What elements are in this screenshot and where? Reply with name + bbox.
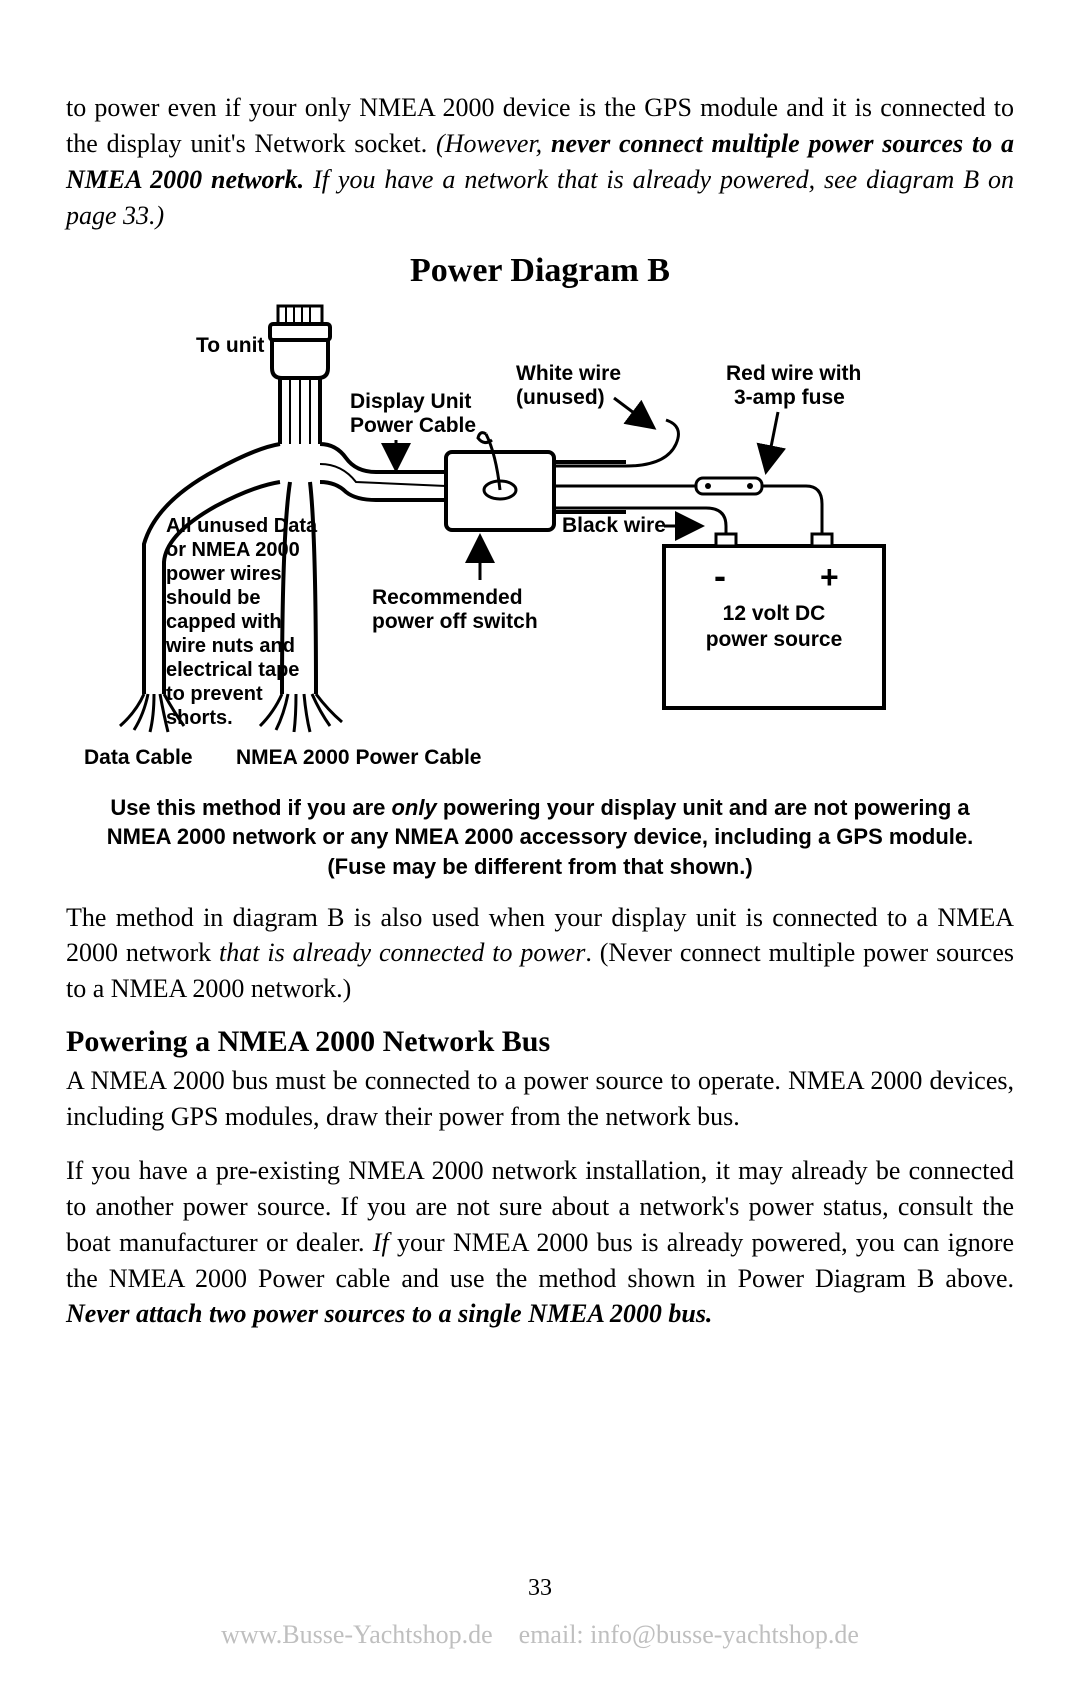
white-wire-label-1: White wire: [516, 362, 621, 385]
caption-1: Use this method if you are: [110, 795, 391, 820]
footer-site: www.Busse-Yachtshop.de: [221, 1620, 493, 1649]
intro-paragraph: to power even if your only NMEA 2000 dev…: [66, 90, 1014, 234]
diagram-svg: - + 12 volt DC power source To unit Disp…: [66, 294, 1014, 774]
intro-text-2: (However,: [436, 129, 551, 158]
power-diagram-b: - + 12 volt DC power source To unit Disp…: [66, 294, 1014, 779]
p4-2: If: [373, 1228, 389, 1257]
unused-note-8: to prevent: [166, 683, 263, 705]
to-unit-label: To unit: [196, 334, 264, 357]
unused-note-5: capped with: [166, 611, 282, 633]
display-cable-label-2: Power Cable: [350, 414, 476, 437]
unused-note-1: All unused Data: [166, 515, 318, 537]
minus-label: -: [714, 555, 726, 596]
red-wire-label-1: Red wire with: [726, 362, 861, 385]
nmea-power-cable-label: NMEA 2000 Power Cable: [236, 746, 481, 769]
recommended-label-2: power off switch: [372, 610, 538, 633]
paragraph-preexisting: If you have a pre-existing NMEA 2000 net…: [66, 1153, 1014, 1332]
p4-4: Never attach two power sources to a sing…: [66, 1299, 712, 1328]
diagram-title: Power Diagram B: [66, 252, 1014, 290]
arrow-white-wire: [614, 398, 654, 428]
diagram-caption: Use this method if you are only powering…: [76, 793, 1004, 882]
page-number: 33: [0, 1575, 1080, 1602]
connector-plug-icon: [270, 306, 330, 378]
paragraph-method-b: The method in diagram B is also used whe…: [66, 900, 1014, 1008]
unused-note-4: should be: [166, 587, 260, 609]
footer: www.Busse-Yachtshop.de email: info@busse…: [0, 1620, 1080, 1650]
unused-note-2: or NMEA 2000: [166, 539, 300, 561]
p2-2: that is already connected to power: [219, 938, 585, 967]
main-cable: [280, 378, 320, 444]
section-heading: Powering a NMEA 2000 Network Bus: [66, 1025, 1014, 1059]
red-wire-label-2: 3-amp fuse: [734, 386, 845, 409]
data-cable-label: Data Cable: [84, 746, 193, 769]
white-wire-label-2: (unused): [516, 386, 605, 409]
plus-label: +: [820, 559, 839, 595]
black-wire-label: Black wire: [562, 514, 666, 537]
footer-email-label: email:: [519, 1620, 590, 1649]
unused-note-3: power wires: [166, 563, 282, 585]
psu-label-2: power source: [706, 628, 843, 651]
cable-to-switch: [320, 444, 446, 500]
display-cable-label-1: Display Unit: [350, 390, 471, 413]
footer-email: info@busse-yachtshop.de: [590, 1620, 859, 1649]
paragraph-bus-power: A NMEA 2000 bus must be connected to a p…: [66, 1063, 1014, 1135]
recommended-label-1: Recommended: [372, 586, 523, 609]
unused-note-7: electrical tape: [166, 659, 299, 681]
arrow-red-wire: [766, 412, 778, 472]
unused-note-6: wire nuts and: [165, 635, 295, 657]
unused-note-9: shorts.: [166, 707, 233, 729]
psu-label-1: 12 volt DC: [723, 602, 826, 625]
power-switch-icon: [446, 432, 554, 529]
caption-2: only: [391, 795, 436, 820]
